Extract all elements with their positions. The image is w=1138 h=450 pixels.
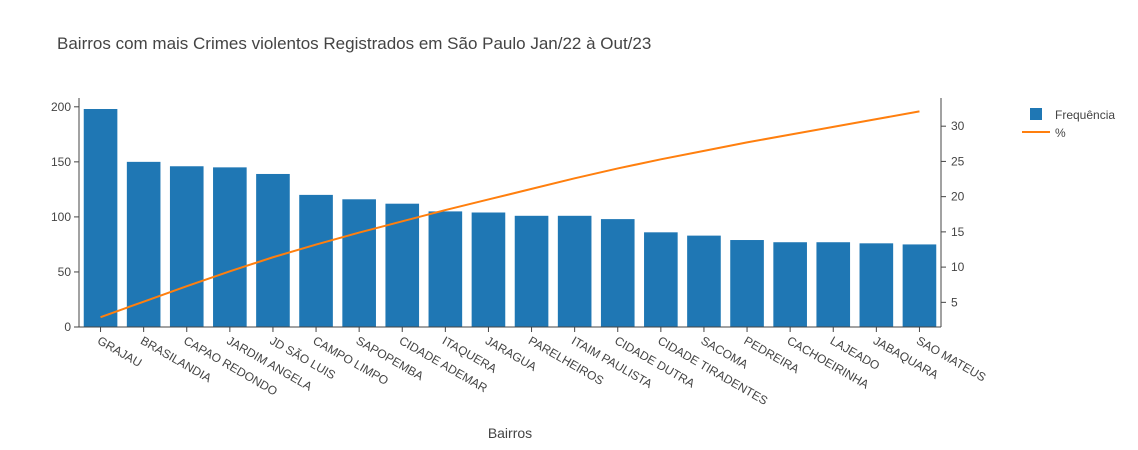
y-tick-label: 200 bbox=[51, 100, 71, 114]
y-tick-label: 50 bbox=[58, 265, 72, 279]
y2-tick-label: 10 bbox=[951, 260, 965, 274]
line-percent[interactable] bbox=[100, 110, 920, 319]
y-tick-label: 100 bbox=[51, 210, 71, 224]
legend-swatch-frequencia bbox=[1030, 108, 1042, 120]
bar-brasilandia[interactable] bbox=[126, 161, 161, 327]
legend-label-percent: % bbox=[1055, 126, 1066, 140]
y2-tick-label: 25 bbox=[951, 154, 965, 168]
bar-jardim-angela[interactable] bbox=[213, 167, 247, 327]
bar-jaragua[interactable] bbox=[471, 212, 506, 328]
y2-tick-label: 5 bbox=[951, 295, 958, 309]
y2-tick-label: 30 bbox=[951, 119, 965, 133]
axes-group bbox=[78, 98, 942, 328]
bar-sapopemba[interactable] bbox=[342, 199, 376, 327]
y2-tick-label: 20 bbox=[951, 190, 965, 204]
bar-sao-mateus[interactable] bbox=[902, 244, 937, 327]
bar-jabaquara[interactable] bbox=[859, 243, 894, 327]
bar-parelheiros[interactable] bbox=[514, 215, 549, 327]
bar-capao-redondo[interactable] bbox=[169, 166, 204, 327]
x-tick-label: GRAJAU bbox=[95, 333, 144, 369]
bar-itaim-paulista[interactable] bbox=[557, 215, 592, 327]
y2-ticks-group: 5 10 15 20 25 30 bbox=[941, 119, 965, 309]
legend[interactable]: Frequência % bbox=[1022, 108, 1115, 140]
y-tick-label: 0 bbox=[64, 320, 71, 334]
bar-pedreira[interactable] bbox=[730, 240, 764, 327]
chart-title: Bairros com mais Crimes violentos Regist… bbox=[57, 34, 652, 53]
legend-label-frequencia: Frequência bbox=[1055, 108, 1115, 122]
line-layer bbox=[100, 110, 920, 319]
bar-cidade-tiradentes[interactable] bbox=[644, 232, 678, 327]
bar-cidade-dutra[interactable] bbox=[600, 219, 635, 327]
bar-campo-limpo[interactable] bbox=[299, 194, 333, 327]
bar-cachoeirinha[interactable] bbox=[773, 242, 807, 327]
y2-tick-label: 15 bbox=[951, 225, 965, 239]
bar-itaquera[interactable] bbox=[428, 211, 463, 327]
y-ticks-group: 0 50 100 150 200 bbox=[51, 100, 79, 334]
bar-sacoma[interactable] bbox=[687, 235, 721, 327]
bars-group bbox=[83, 109, 937, 328]
bar-lajeado[interactable] bbox=[816, 242, 851, 327]
bar-grajau[interactable] bbox=[83, 109, 118, 327]
x-axis-title: Bairros bbox=[488, 425, 532, 441]
y-tick-label: 150 bbox=[51, 155, 71, 169]
bar-jd-s-o-luis[interactable] bbox=[256, 173, 290, 327]
